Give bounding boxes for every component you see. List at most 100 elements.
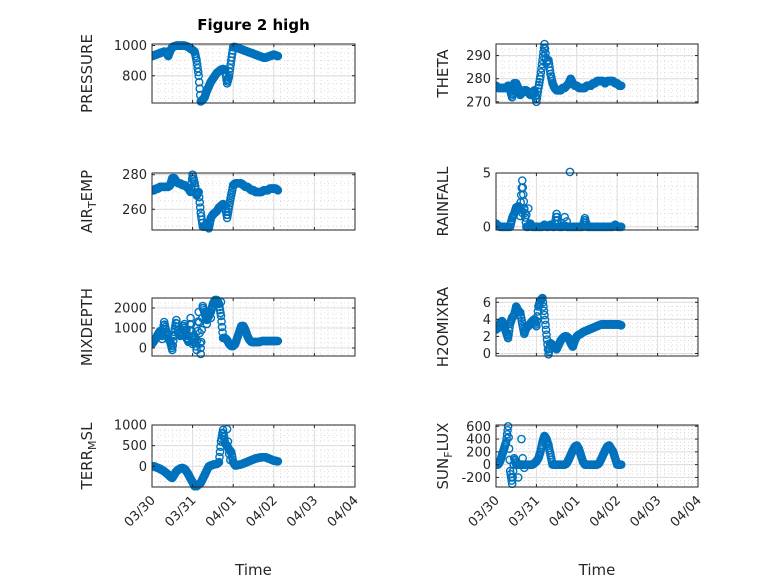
data-point bbox=[517, 316, 527, 326]
data-point bbox=[504, 326, 514, 336]
y-tick-label: 6 bbox=[483, 296, 491, 311]
subplot-pressure: 800 1000 PRESSURE Figure 2 high bbox=[78, 16, 356, 113]
data-point bbox=[197, 325, 207, 335]
data-point bbox=[193, 326, 202, 336]
data-point bbox=[215, 447, 225, 457]
data-point bbox=[217, 322, 227, 332]
axes-box bbox=[151, 172, 356, 231]
axes-box bbox=[495, 172, 699, 231]
data-point bbox=[196, 337, 206, 347]
x-tick-label: 03/31 bbox=[162, 493, 199, 530]
data-point bbox=[533, 87, 543, 96]
data-series bbox=[496, 421, 626, 489]
data-point bbox=[539, 302, 548, 311]
y-axis-label: THETA bbox=[434, 49, 452, 99]
data-point bbox=[224, 204, 233, 214]
data-point bbox=[616, 81, 626, 90]
x-tick-label: 04/04 bbox=[325, 493, 362, 530]
data-point bbox=[503, 421, 513, 431]
subplot-sun: 03/30 03/31 04/01 04/02 04/03 04/04 -200020040… bbox=[434, 420, 705, 579]
data-point bbox=[537, 294, 547, 303]
data-point bbox=[194, 192, 204, 202]
data-series bbox=[496, 39, 626, 107]
y-axis-label: RAINFALL bbox=[434, 166, 452, 237]
x-axis-label: Time bbox=[578, 561, 616, 579]
data-point bbox=[216, 311, 226, 321]
x-axis-label: Time bbox=[234, 561, 272, 579]
data-point bbox=[533, 90, 542, 100]
data-point bbox=[545, 66, 555, 75]
y-tick-label: 290 bbox=[466, 49, 491, 64]
data-point bbox=[517, 434, 526, 444]
data-point bbox=[538, 297, 548, 307]
data-series bbox=[496, 167, 626, 232]
data-point bbox=[273, 51, 282, 61]
y-axis-label: PRESSURE bbox=[78, 34, 96, 113]
x-tick-label: 03/30 bbox=[466, 493, 503, 530]
data-point bbox=[616, 460, 626, 469]
data-point bbox=[547, 76, 557, 86]
axes-box bbox=[151, 297, 356, 357]
y-tick-label: 2 bbox=[483, 330, 491, 345]
data-point bbox=[193, 63, 202, 73]
data-point bbox=[214, 458, 223, 467]
x-tick-label: 04/03 bbox=[284, 493, 321, 530]
data-point bbox=[539, 306, 549, 316]
data-point bbox=[168, 341, 178, 350]
axes-box bbox=[495, 297, 699, 357]
y-tick-label: 0 bbox=[483, 458, 491, 473]
data-point bbox=[189, 176, 199, 186]
x-tick-label: 04/03 bbox=[627, 493, 664, 530]
data-point bbox=[542, 330, 551, 339]
data-series bbox=[152, 170, 283, 233]
data-point bbox=[540, 44, 550, 53]
data-point bbox=[215, 305, 225, 315]
data-point bbox=[169, 336, 178, 346]
y-tick-label: 800 bbox=[122, 69, 147, 84]
x-tick-label: 03/31 bbox=[506, 493, 543, 530]
x-tick-label: 03/30 bbox=[122, 493, 159, 530]
data-point bbox=[195, 339, 205, 348]
y-tick-label: 400 bbox=[466, 433, 491, 448]
data-point bbox=[508, 466, 518, 476]
x-tick-label: 04/02 bbox=[587, 493, 624, 530]
y-axis-label: SUNFLUX bbox=[434, 423, 455, 490]
data-point bbox=[196, 343, 206, 353]
data-point bbox=[223, 210, 232, 220]
subplot-mixdepth: 0 1000 2000 MIXDEPTH bbox=[78, 288, 356, 366]
y-tick-label: 4 bbox=[483, 313, 491, 328]
data-point bbox=[616, 320, 626, 330]
y-tick-label: 270 bbox=[466, 95, 491, 110]
subplot-h2omixra: 0 2 4 6 H2OMIXRA bbox=[434, 286, 699, 367]
y-axis-label: AIRTEMP bbox=[78, 170, 99, 233]
x-tick-label: 04/04 bbox=[668, 493, 705, 530]
data-point bbox=[532, 316, 542, 326]
y-axis-label: H2OMIXRA bbox=[434, 286, 452, 367]
data-point bbox=[537, 63, 546, 73]
axes-box bbox=[151, 43, 356, 104]
y-tick-label: 0 bbox=[483, 220, 491, 235]
data-series bbox=[152, 295, 283, 359]
data-point bbox=[541, 48, 550, 58]
data-point bbox=[196, 349, 206, 359]
y-tick-label: 200 bbox=[466, 445, 491, 460]
axes-box bbox=[151, 424, 356, 488]
data-point bbox=[225, 63, 235, 73]
data-point bbox=[519, 197, 529, 206]
data-point bbox=[273, 185, 282, 195]
y-tick-label: 600 bbox=[466, 420, 491, 435]
chart-title: Figure 2 high bbox=[197, 16, 310, 34]
data-point bbox=[194, 77, 204, 87]
data-point bbox=[504, 433, 513, 442]
data-point bbox=[565, 167, 575, 177]
x-tick-label: 04/01 bbox=[203, 493, 240, 530]
data-point bbox=[504, 444, 514, 453]
subplot-terr: 03/30 03/31 04/01 04/02 04/03 04/04 0 500 1000 TE… bbox=[78, 419, 362, 580]
y-tick-label: -200 bbox=[461, 471, 491, 486]
y-tick-label: 280 bbox=[466, 72, 491, 87]
subplot-air: 260 280 AIRTEMP bbox=[78, 168, 356, 233]
data-point bbox=[545, 62, 554, 72]
y-axis-label: MIXDEPTH bbox=[78, 288, 96, 366]
data-series bbox=[152, 41, 283, 106]
